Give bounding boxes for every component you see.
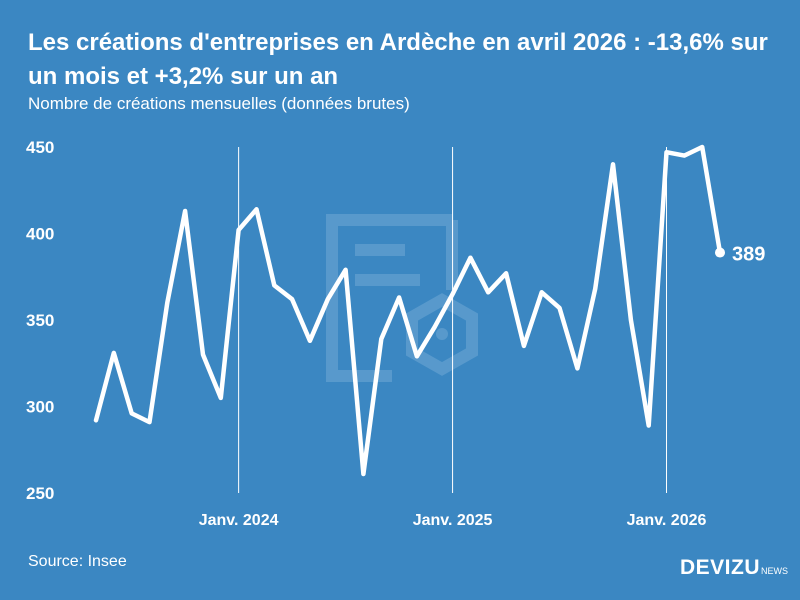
brand-logo: DEVIZUNEWS xyxy=(680,556,788,580)
series-line xyxy=(93,144,723,477)
last-value-label: 389 xyxy=(732,244,765,266)
last-value-point xyxy=(715,247,725,258)
brand-suffix: NEWS xyxy=(761,566,788,576)
chart-subtitle: Nombre de créations mensuelles (données … xyxy=(28,94,410,113)
y-tick-label: 400 xyxy=(26,225,54,244)
y-tick-label: 300 xyxy=(26,398,54,417)
x-tick-label: Janv. 2026 xyxy=(627,512,707,529)
y-tick-label: 450 xyxy=(26,138,54,157)
x-tick-label: Janv. 2025 xyxy=(413,512,493,529)
brand-name: DEVIZU xyxy=(679,556,760,579)
devizu-logo-watermark-icon xyxy=(326,214,478,382)
source-label: Source: Insee xyxy=(28,553,127,570)
y-tick-label: 350 xyxy=(26,311,54,330)
y-tick-label: 250 xyxy=(26,484,54,503)
x-tick-label: Janv. 2024 xyxy=(199,512,279,529)
chart-title: Les créations d'entreprises en Ardèche e… xyxy=(28,29,768,90)
